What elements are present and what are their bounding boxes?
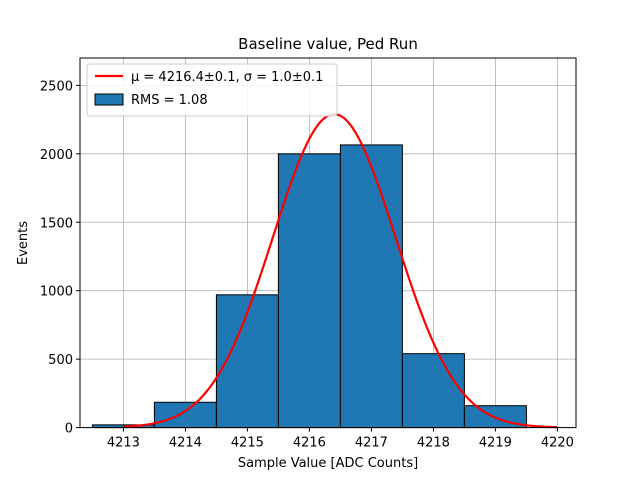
y-axis-ticks: 0 500 1000 1500 2000 2500: [40, 79, 80, 437]
histogram-bar: [277, 153, 341, 429]
x-tick-label: 4217: [355, 436, 388, 451]
x-tick-label: 4218: [417, 436, 450, 451]
legend-histogram-swatch: [94, 93, 124, 106]
legend-fit-label: μ = 4216.4±0.1, σ = 1.0±0.1: [131, 70, 323, 85]
y-tick-label: 0: [65, 422, 73, 437]
chart-title: Baseline value, Ped Run: [238, 35, 418, 53]
y-tick-label: 500: [48, 353, 73, 368]
histogram-bar: [153, 401, 217, 429]
y-tick-label: 1000: [40, 285, 73, 300]
y-axis-label: Events: [16, 221, 31, 265]
histogram-bar: [401, 353, 465, 429]
gaussian-fit-curve: [123, 113, 558, 429]
x-axis-label: Sample Value [ADC Counts]: [238, 456, 418, 471]
histogram-bar: [339, 144, 403, 429]
x-axis-ticks: 4213 4214 4215 4216 4217 4218 4219 4220: [107, 427, 574, 451]
y-tick-label: 2500: [40, 79, 73, 94]
y-tick-label: 1500: [40, 216, 73, 231]
x-tick-label: 4219: [479, 436, 512, 451]
x-tick-label: 4214: [169, 436, 202, 451]
x-tick-label: 4220: [541, 436, 574, 451]
plot-frame: [79, 57, 577, 429]
y-tick-label: 2000: [40, 148, 73, 163]
legend-box: [86, 63, 338, 117]
legend: μ = 4216.4±0.1, σ = 1.0±0.1 RMS = 1.08: [86, 63, 338, 117]
legend-histogram-label: RMS = 1.08: [131, 93, 208, 108]
x-tick-label: 4216: [293, 436, 326, 451]
x-tick-label: 4215: [231, 436, 264, 451]
x-tick-label: 4213: [107, 436, 140, 451]
